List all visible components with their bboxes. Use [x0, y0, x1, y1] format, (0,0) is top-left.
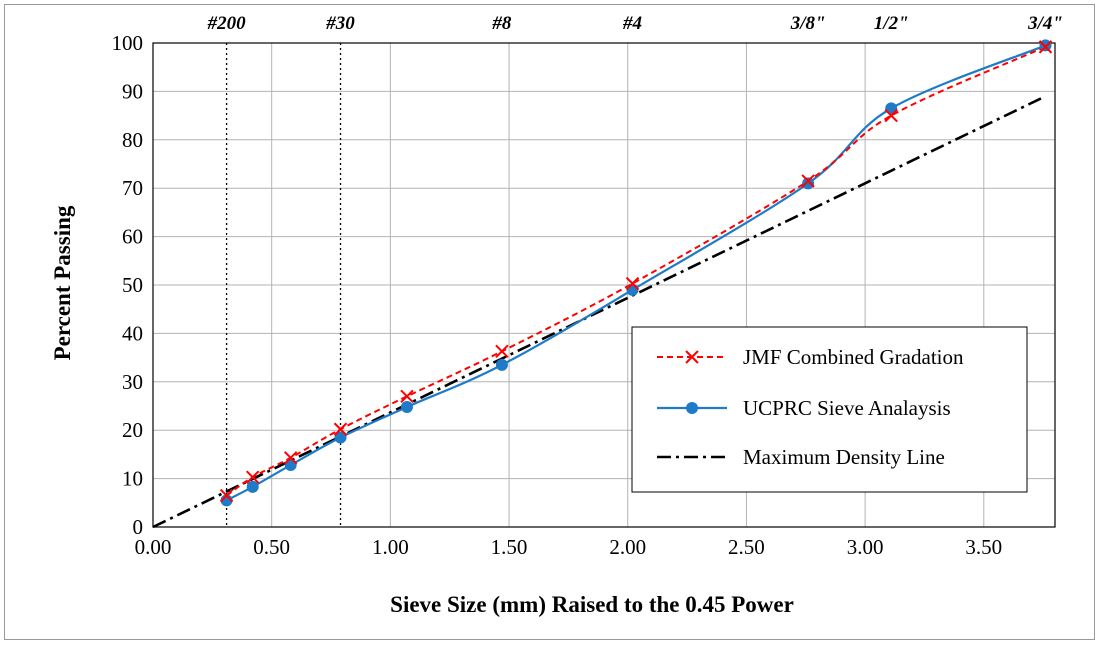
jmf-point [884, 108, 898, 123]
ucprc-point [626, 283, 639, 296]
y-tick-label: 10 [122, 467, 143, 491]
ucprc-point [334, 431, 347, 444]
y-tick-label: 90 [122, 79, 143, 103]
max-density-line [152, 95, 1047, 529]
y-tick-label: 20 [122, 418, 143, 442]
x-tick-label: 0.00 [135, 535, 172, 559]
y-tick-label: 60 [122, 225, 143, 249]
y-tick-label: 70 [122, 176, 143, 200]
ucprc-point [495, 358, 508, 371]
y-tick-label: 80 [122, 128, 143, 152]
ucprc-point [1039, 39, 1052, 52]
x-tick-label: 0.50 [253, 535, 290, 559]
legend-marker [685, 350, 699, 364]
jmf-point [245, 470, 260, 484]
jmf-point [801, 174, 815, 188]
legend-entry: JMF Combined Gradation [657, 345, 964, 369]
y-tick-label: 40 [122, 321, 143, 345]
ucprc-point [400, 400, 413, 413]
jmf-point [400, 389, 414, 404]
x-axis-title: Sieve Size (mm) Raised to the 0.45 Power [390, 592, 794, 617]
legend-entry: Maximum Density Line [657, 445, 945, 469]
jmf-point [1038, 40, 1053, 54]
legend-label: Maximum Density Line [743, 445, 945, 469]
x-tick-label: 2.50 [728, 535, 765, 559]
jmf-point [495, 344, 509, 359]
y-axis-title: Percent Passing [50, 205, 75, 360]
y-tick-label: 50 [122, 273, 143, 297]
jmf-point [333, 422, 348, 436]
legend-marker [686, 402, 698, 414]
sieve-label: 1/2" [874, 13, 909, 34]
legend: JMF Combined Gradation UCPRC Sieve Analay… [631, 326, 1028, 493]
sieve-label: 3/4" [1027, 13, 1063, 34]
jmf-point [219, 488, 234, 503]
plot-area-border [152, 42, 1056, 528]
sieve-label: #4 [622, 13, 642, 34]
sieve-reference-lines [225, 43, 342, 527]
x-tick-labels: 0.00 0.50 1.00 1.50 2.00 2.50 3.00 3.50 [135, 535, 1003, 559]
y-tick-label: 0 [133, 515, 144, 539]
sieve-size-labels: #200 #30 #8 #4 3/8" 1/2" 3/4" [207, 13, 1063, 34]
x-tick-label: 1.50 [491, 535, 528, 559]
legend-label: JMF Combined Gradation [743, 345, 964, 369]
jmf-point [625, 276, 640, 291]
x-tick-label: 1.00 [372, 535, 409, 559]
sieve-label: #30 [325, 13, 355, 34]
ucprc-point [246, 480, 259, 493]
y-tick-label: 100 [112, 31, 144, 55]
y-tick-labels: 0 10 20 30 40 50 60 70 80 90 100 [112, 31, 144, 539]
ucprc-point [802, 177, 815, 190]
x-tick-label: 2.00 [609, 535, 646, 559]
data-series [152, 39, 1053, 529]
y-tick-label: 30 [122, 370, 143, 394]
legend-label: UCPRC Sieve Analaysis [743, 396, 951, 420]
jmf-point [283, 451, 298, 465]
legend-entry: UCPRC Sieve Analaysis [657, 396, 951, 420]
x-tick-label: 3.50 [965, 535, 1002, 559]
legend-box [631, 326, 1028, 493]
sieve-label: 3/8" [790, 13, 826, 34]
x-tick-label: 3.00 [847, 535, 884, 559]
chart-frame [4, 4, 1095, 640]
sieve-label: #8 [491, 13, 512, 34]
sieve-label: #200 [207, 13, 247, 34]
